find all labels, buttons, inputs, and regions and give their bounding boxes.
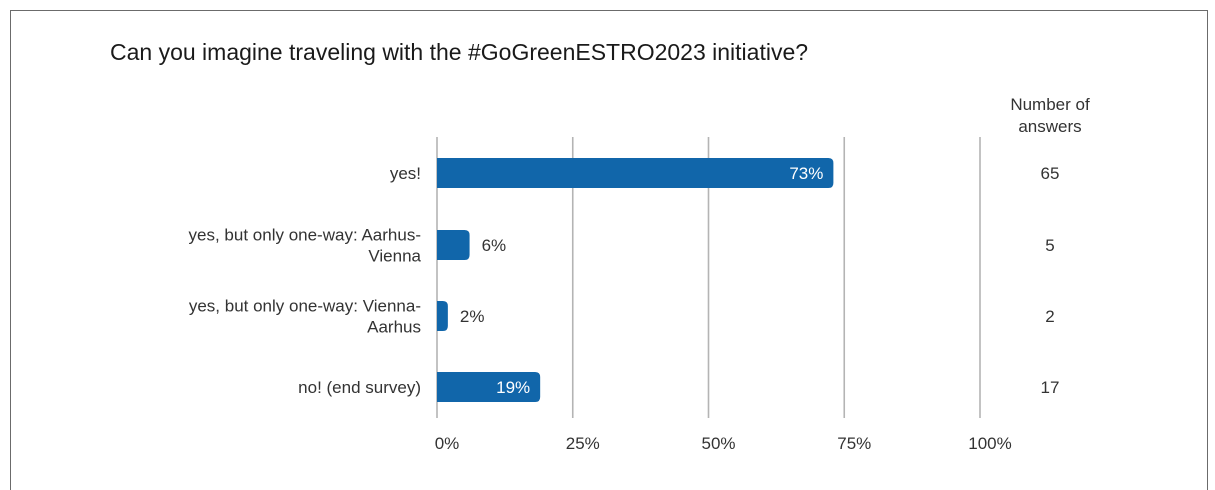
bar-value-label: 19% bbox=[496, 378, 530, 397]
bar-value-label: 2% bbox=[460, 307, 485, 326]
answer-count: 5 bbox=[1045, 236, 1054, 255]
x-tick-label: 75% bbox=[837, 434, 871, 453]
chart-frame bbox=[10, 10, 1208, 490]
chart-title: Can you imagine traveling with the #GoGr… bbox=[110, 39, 809, 65]
answer-count: 17 bbox=[1041, 378, 1060, 397]
bar-value-label: 73% bbox=[789, 164, 823, 183]
bar-value-label: 6% bbox=[482, 236, 507, 255]
bar-3 bbox=[437, 372, 541, 402]
category-label: yes, but only one-way: Aarhus-Vienna bbox=[189, 226, 422, 266]
bar-chart: 0% 25% 50% 75% 100% 73% 6% 2% 19% yes! yes, but on… bbox=[189, 95, 1090, 453]
x-tick-label: 25% bbox=[566, 434, 600, 453]
category-label: no! (end survey) bbox=[298, 378, 421, 397]
category-label: yes, but only one-way: Vienna-Aarhus bbox=[189, 297, 421, 337]
x-tick-label: 100% bbox=[968, 434, 1011, 453]
category-label: yes! bbox=[390, 164, 421, 183]
bar-1 bbox=[437, 230, 470, 260]
answers-header: Number of answers bbox=[1010, 95, 1090, 136]
answer-count: 2 bbox=[1045, 307, 1054, 326]
bar-2 bbox=[437, 301, 448, 331]
answer-count: 65 bbox=[1041, 164, 1060, 183]
bar-0 bbox=[437, 158, 834, 188]
x-tick-label: 0% bbox=[435, 434, 460, 453]
x-tick-label: 50% bbox=[701, 434, 735, 453]
